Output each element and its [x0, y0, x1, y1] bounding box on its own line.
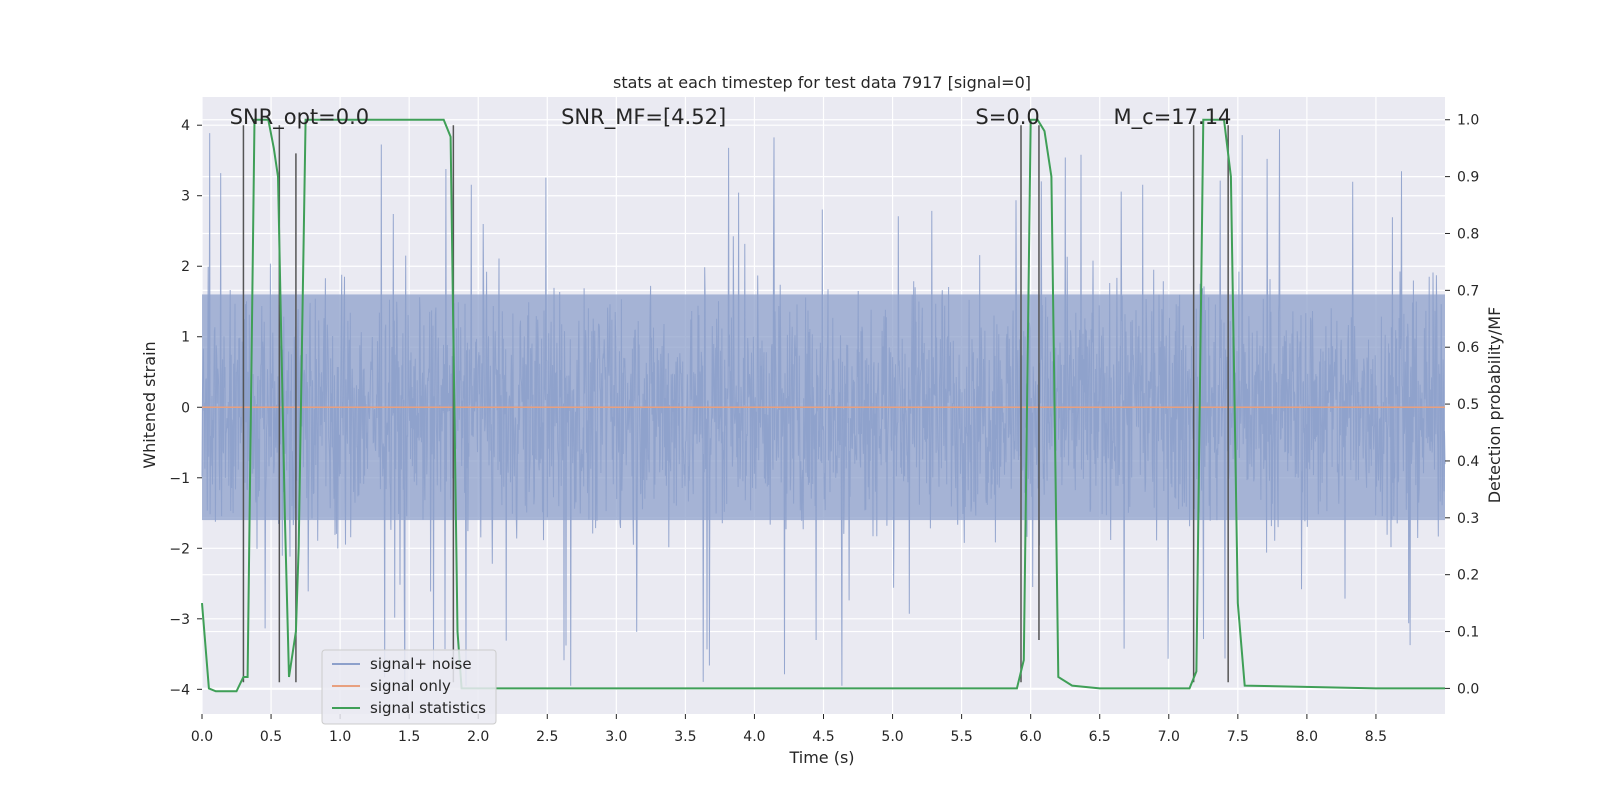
y-tick-label: −1	[169, 471, 190, 487]
y2-tick-label: 0.0	[1457, 681, 1479, 697]
y-tick-label: −3	[169, 612, 190, 628]
x-tick-label: 8.0	[1296, 729, 1318, 745]
legend-label-signal: signal only	[370, 677, 451, 695]
y2-tick-label: 0.5	[1457, 397, 1479, 413]
y2-tick-label: 0.4	[1457, 454, 1479, 470]
y2-axis-label: Detection probability/MF	[1485, 307, 1504, 504]
legend-label-statistics: signal statistics	[370, 699, 486, 717]
y2-tick-label: 0.2	[1457, 568, 1479, 584]
y2-tick-label: 0.8	[1457, 226, 1479, 242]
y-tick-label: 2	[181, 259, 190, 275]
y-tick-label: −2	[169, 541, 190, 557]
x-tick-label: 1.5	[398, 729, 420, 745]
legend-box	[321, 649, 497, 725]
signal-statistics-series	[201, 118, 1445, 693]
annotation-label: M_c=17.14	[1114, 105, 1232, 130]
x-tick-label: 3.5	[674, 729, 696, 745]
y-tick-label: −4	[169, 682, 190, 698]
x-tick-label: 7.0	[1158, 729, 1180, 745]
y2-tick-label: 0.7	[1457, 283, 1479, 299]
x-tick-label: 8.5	[1365, 729, 1387, 745]
x-tick-label: 0.5	[260, 729, 282, 745]
y2-tick-label: 0.9	[1457, 170, 1479, 186]
x-tick-label: 1.0	[329, 729, 351, 745]
y-tick-label: 0	[181, 400, 190, 416]
legend-label-noise: signal+ noise	[370, 655, 472, 673]
annotation-label: SNR_MF=[4.52]	[561, 105, 726, 130]
y2-tick-label: 0.1	[1457, 625, 1479, 641]
x-tick-label: 4.0	[743, 729, 765, 745]
statistics-line	[201, 118, 1445, 693]
annotations: SNR_opt=0.0 SNR_MF=[4.52] S=0.0 M_c=17.14	[230, 105, 1232, 130]
x-tick-label: 4.5	[812, 729, 834, 745]
y2-axis-ticks: 0.0 0.1 0.2 0.3 0.4 0.5 0.6 0.7 0.8 0.9 1.0	[1445, 113, 1479, 697]
annotation-label: S=0.0	[975, 105, 1039, 129]
y-tick-label: 4	[181, 118, 190, 134]
x-axis-label: Time (s)	[788, 748, 854, 767]
y-tick-label: 3	[181, 189, 190, 205]
y-tick-label: 1	[181, 330, 190, 346]
y-axis-label: Whitened strain	[140, 341, 159, 468]
x-tick-label: 2.0	[467, 729, 489, 745]
y2-tick-label: 0.3	[1457, 511, 1479, 527]
x-tick-label: 3.0	[605, 729, 627, 745]
x-tick-label: 7.5	[1227, 729, 1249, 745]
x-tick-label: 6.5	[1089, 729, 1111, 745]
x-tick-label: 0.0	[191, 729, 213, 745]
chart-title: stats at each timestep for test data 791…	[613, 73, 1031, 92]
y-axis-ticks: −4 −3 −2 −1 0 1 2 3 4	[169, 118, 202, 698]
x-tick-label: 5.5	[950, 729, 972, 745]
y2-tick-label: 0.6	[1457, 340, 1479, 356]
x-axis-ticks: 0.0 0.5 1.0 1.5 2.0 2.5 3.0 3.5 4.0 4.5 5.0 5.5 6.0 6…	[191, 714, 1387, 745]
x-tick-label: 5.0	[881, 729, 903, 745]
y2-tick-label: 1.0	[1457, 113, 1479, 129]
x-tick-label: 2.5	[536, 729, 558, 745]
x-tick-label: 6.0	[1020, 729, 1042, 745]
legend: signal+ noise signal only signal statist…	[321, 649, 497, 725]
annotation-label: SNR_opt=0.0	[230, 105, 370, 130]
